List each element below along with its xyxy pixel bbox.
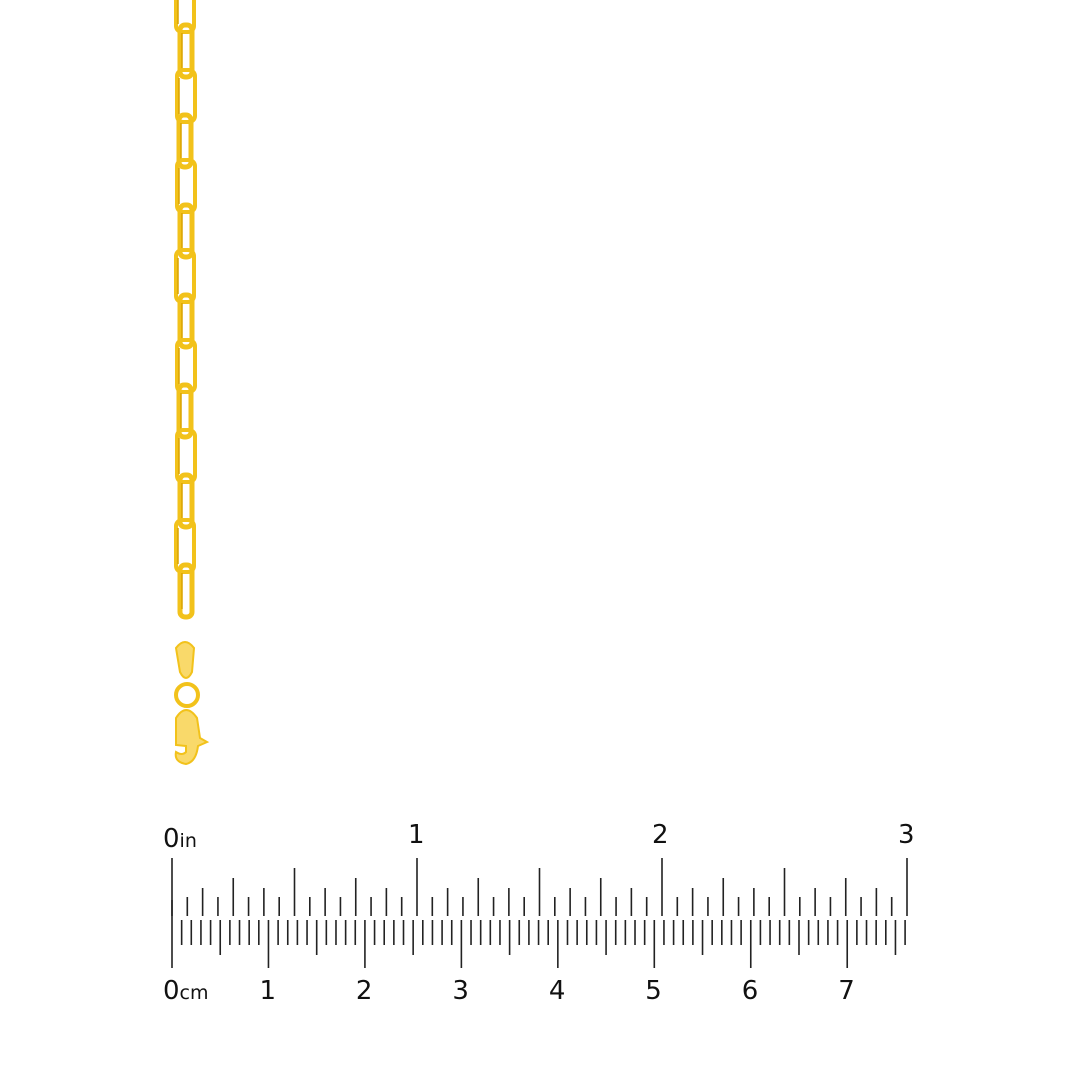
cm-label-2: 2 bbox=[355, 976, 373, 1006]
chain-link bbox=[176, 112, 194, 170]
lobster-clasp bbox=[174, 709, 210, 766]
cm-label-6: 6 bbox=[741, 976, 759, 1006]
inch-label-1: 1 bbox=[408, 820, 425, 850]
chain-link bbox=[175, 68, 197, 124]
cm-label-5: 5 bbox=[645, 976, 662, 1006]
inch-label-2: 2 bbox=[652, 820, 669, 850]
chain-link bbox=[177, 472, 195, 530]
cm-label-4: 4 bbox=[548, 976, 566, 1006]
chain-link bbox=[175, 158, 197, 214]
cm-zero-label: 0cm bbox=[163, 976, 209, 1006]
cm-label-7: 7 bbox=[838, 976, 855, 1006]
chain-link bbox=[175, 428, 197, 484]
chain-link bbox=[174, 0, 196, 34]
cm-label-3: 3 bbox=[452, 976, 469, 1006]
inch-zero-label: 0in bbox=[163, 824, 197, 854]
cm-label-1: 1 bbox=[259, 976, 276, 1006]
chain-link bbox=[177, 22, 195, 80]
jump-ring bbox=[174, 682, 200, 708]
chain-link bbox=[174, 248, 196, 304]
clasp-tab bbox=[174, 641, 196, 679]
paperclip-chain-bracelet bbox=[174, 0, 210, 766]
chain-link bbox=[174, 518, 196, 574]
chain-link bbox=[176, 382, 194, 440]
chain-link bbox=[177, 202, 195, 260]
inch-label-3: 3 bbox=[898, 820, 915, 850]
chain-link bbox=[175, 338, 197, 394]
chain-link bbox=[177, 562, 195, 620]
chain-link bbox=[177, 292, 195, 350]
